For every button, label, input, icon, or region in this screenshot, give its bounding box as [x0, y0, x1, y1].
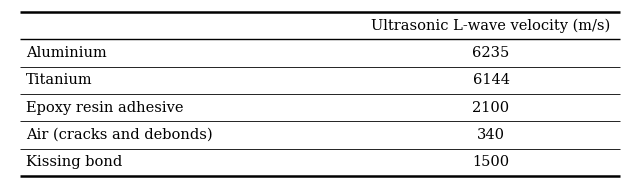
Text: 340: 340: [477, 128, 505, 142]
Text: Air (cracks and debonds): Air (cracks and debonds): [26, 128, 212, 142]
Text: Kissing bond: Kissing bond: [26, 155, 122, 169]
Text: Ultrasonic L-wave velocity (m/s): Ultrasonic L-wave velocity (m/s): [371, 18, 611, 33]
Text: 2100: 2100: [472, 101, 509, 115]
Text: 6235: 6235: [472, 46, 509, 60]
Text: 1500: 1500: [472, 155, 509, 169]
Text: Aluminium: Aluminium: [26, 46, 107, 60]
Text: Epoxy resin adhesive: Epoxy resin adhesive: [26, 101, 184, 115]
Text: 6144: 6144: [472, 73, 509, 87]
Text: Titanium: Titanium: [26, 73, 93, 87]
